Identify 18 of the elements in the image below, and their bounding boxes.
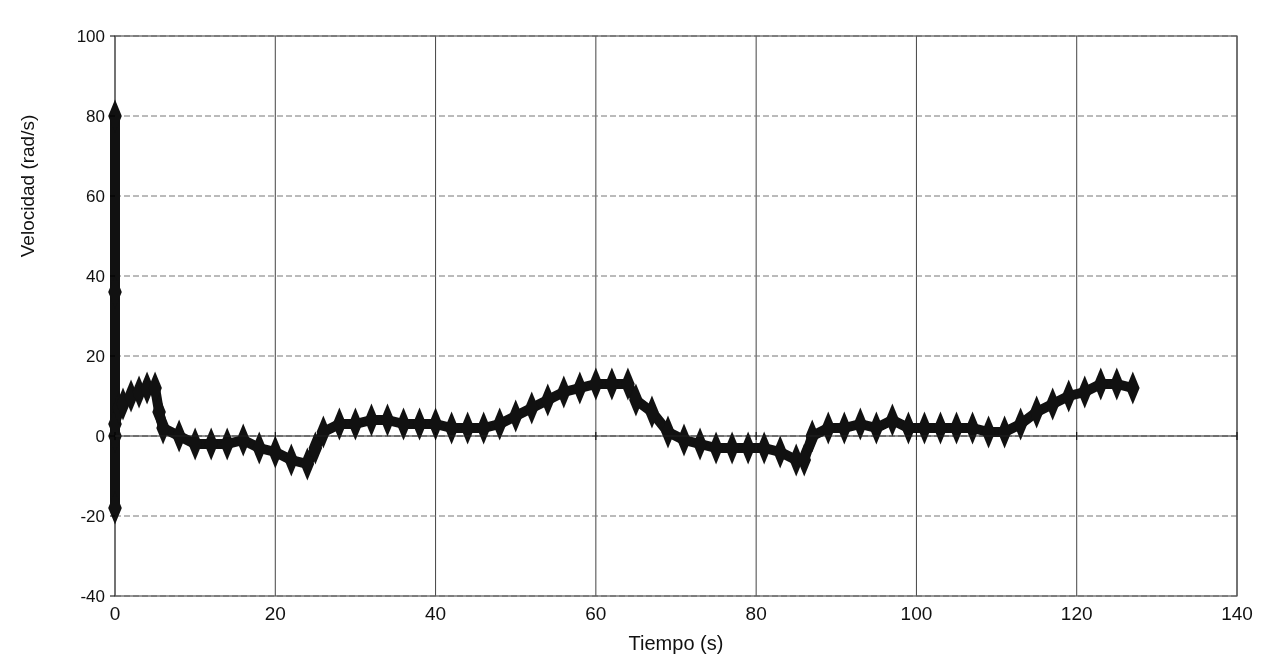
y-tick-label: 80 [86,107,105,126]
x-tick-label: 20 [264,603,286,624]
x-tick-label: 40 [425,603,447,624]
x-tick-label: 100 [900,603,933,624]
x-tick-label: 0 [109,603,121,624]
y-tick-label: 60 [86,187,105,206]
x-tick-label: 80 [745,603,767,624]
x-tick-label: 120 [1060,603,1093,624]
y-tick-label: 100 [76,27,105,46]
x-axis-title: Tiempo (s) [628,632,724,654]
y-tick-label: 0 [95,427,105,446]
x-tick-label: 140 [1221,603,1253,624]
y-tick-label: 40 [86,267,105,286]
y-axis-title: Velocidad (rad/s) [17,114,38,258]
y-tick-label: 20 [86,347,105,366]
y-tick-label: -20 [80,507,105,526]
x-tick-label: 60 [585,603,607,624]
y-tick-label: -40 [80,587,105,606]
